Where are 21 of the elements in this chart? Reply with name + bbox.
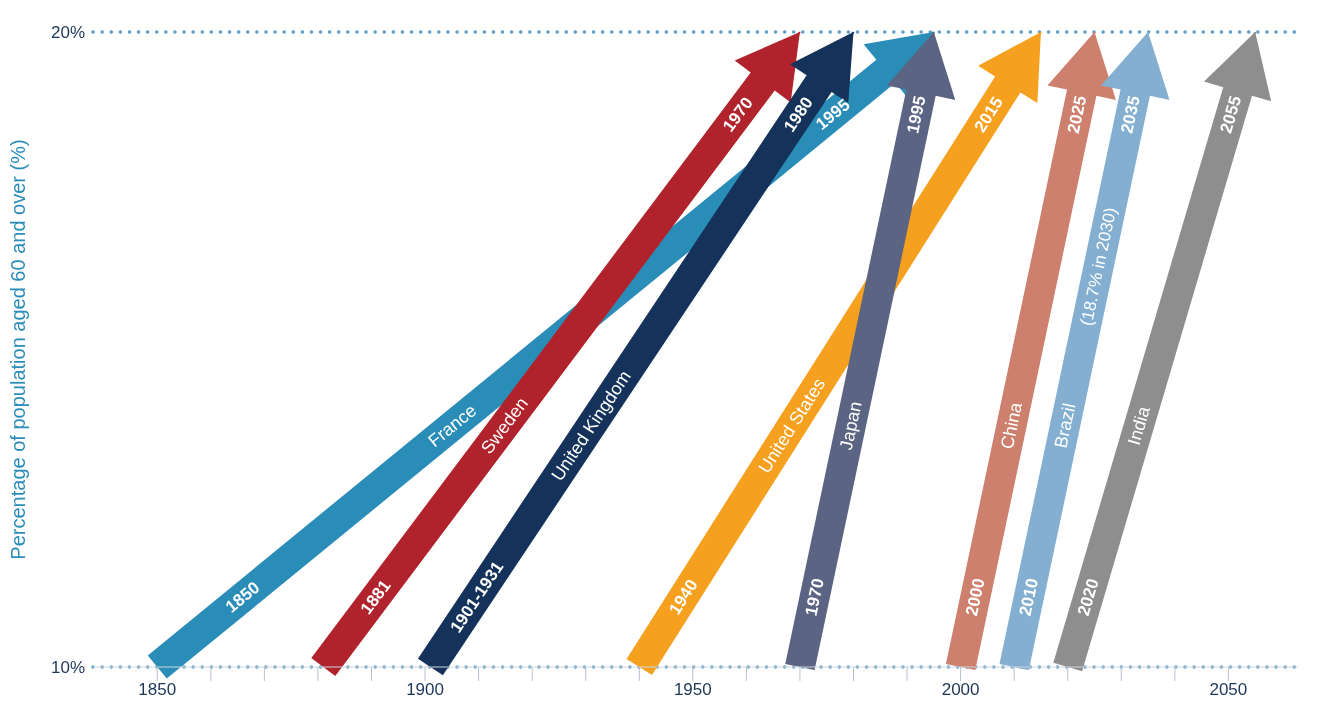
x-tick-label: 2000	[941, 680, 980, 700]
annotation: 2000	[962, 576, 989, 618]
text: China	[996, 399, 1027, 451]
text: Brazil	[1050, 401, 1080, 450]
x-tick-label: 1850	[138, 680, 177, 700]
x-tick-label: 2050	[1209, 680, 1248, 700]
annotation: 2010	[1015, 576, 1043, 618]
y-axis-title: Percentage of population aged 60 and over (%)	[7, 139, 30, 560]
annotation: 2020	[1073, 576, 1103, 618]
y-tick-label: 20%	[50, 23, 85, 43]
text: India	[1123, 403, 1155, 448]
y-tick-label: 10%	[50, 658, 85, 678]
x-tick-label: 1900	[406, 680, 444, 700]
annotation: 2025	[1063, 94, 1091, 136]
annotation: 2055	[1216, 93, 1246, 136]
annotation: 2035	[1117, 94, 1144, 136]
text: Japan	[835, 399, 866, 452]
annotation: (18.7% in 2030)	[1076, 205, 1121, 328]
annotation: 1995	[903, 94, 930, 136]
annotation: 1970	[801, 576, 828, 618]
x-tick-label: 1950	[673, 680, 712, 700]
